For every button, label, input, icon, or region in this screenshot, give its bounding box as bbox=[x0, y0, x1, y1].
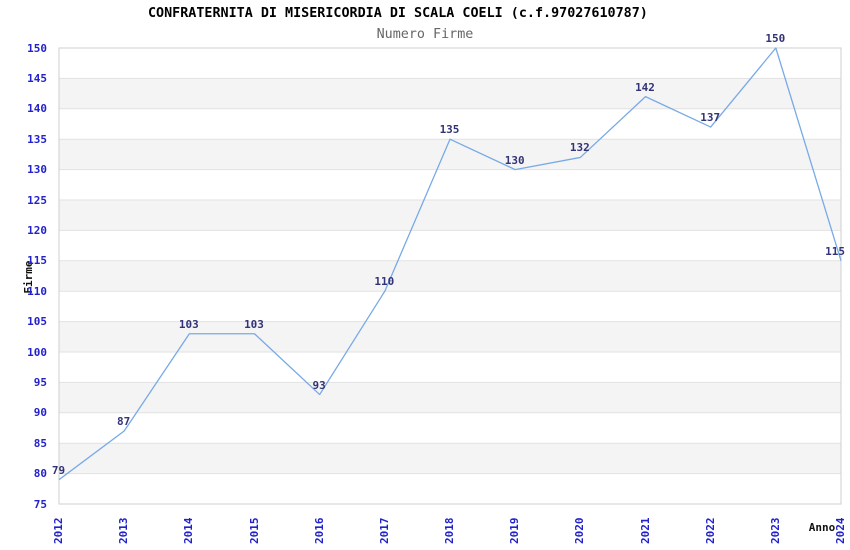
x-tick-label: 2019 bbox=[508, 517, 522, 545]
band-stripe bbox=[59, 443, 841, 474]
x-tick-label: 2020 bbox=[573, 517, 587, 545]
data-point-label: 79 bbox=[51, 463, 66, 477]
band-stripe bbox=[59, 139, 841, 170]
band-stripe bbox=[59, 321, 841, 352]
data-point-label: 142 bbox=[635, 80, 655, 94]
y-tick-label: 115 bbox=[27, 254, 47, 268]
data-point-label: 115 bbox=[825, 244, 845, 258]
y-tick-label: 135 bbox=[27, 132, 47, 146]
data-point-label: 87 bbox=[117, 415, 131, 429]
band-stripe bbox=[59, 260, 841, 292]
y-tick-label: 145 bbox=[27, 71, 47, 85]
x-tick-label: 2022 bbox=[703, 517, 717, 545]
y-tick-label: 75 bbox=[33, 497, 47, 511]
x-tick-label: 2015 bbox=[247, 517, 261, 545]
y-tick-label: 120 bbox=[27, 223, 47, 237]
x-tick-label: 2023 bbox=[768, 517, 782, 545]
x-tick-label: 2021 bbox=[638, 517, 652, 545]
chart-title: CONFRATERNITA DI MISERICORDIA DI SCALA C… bbox=[148, 6, 648, 21]
chart-subtitle: Numero Firme bbox=[376, 27, 474, 42]
y-tick-label: 150 bbox=[27, 41, 47, 55]
data-point-label: 110 bbox=[374, 275, 395, 289]
y-tick-label: 100 bbox=[27, 345, 47, 359]
y-tick-label: 125 bbox=[27, 193, 47, 207]
y-tick-label: 105 bbox=[27, 315, 47, 329]
band-stripe bbox=[59, 382, 841, 413]
y-tick-label: 95 bbox=[33, 375, 47, 389]
x-tick-label: 2016 bbox=[312, 517, 326, 545]
y-tick-label: 90 bbox=[33, 406, 47, 420]
x-tick-label: 2017 bbox=[377, 517, 391, 545]
series-line bbox=[58, 47, 842, 481]
y-tick-label: 130 bbox=[27, 163, 47, 177]
data-point-label: 130 bbox=[504, 153, 525, 167]
data-point-label: 137 bbox=[700, 111, 721, 125]
y-tick-label: 110 bbox=[27, 284, 47, 298]
y-tick-label: 85 bbox=[33, 436, 47, 450]
x-tick-label: 2024 bbox=[834, 517, 847, 545]
band-stripe bbox=[59, 200, 841, 231]
data-point-label: 93 bbox=[312, 378, 326, 392]
x-tick-label: 2013 bbox=[117, 517, 131, 545]
data-point-label: 132 bbox=[569, 141, 590, 155]
y-tick-label: 140 bbox=[27, 102, 47, 116]
plot-border bbox=[58, 47, 842, 505]
y-tick-label: 80 bbox=[33, 467, 47, 481]
data-point-label: 150 bbox=[765, 32, 786, 45]
band-stripe bbox=[59, 78, 841, 109]
x-tick-label: 2018 bbox=[443, 517, 456, 545]
x-tick-label: 2012 bbox=[52, 517, 65, 545]
x-axis-title: Anno bbox=[808, 521, 836, 534]
data-point-label: 103 bbox=[178, 317, 199, 331]
data-point-label: 135 bbox=[439, 123, 460, 137]
x-tick-label: 2014 bbox=[182, 517, 196, 545]
data-point-label: 103 bbox=[244, 317, 264, 331]
